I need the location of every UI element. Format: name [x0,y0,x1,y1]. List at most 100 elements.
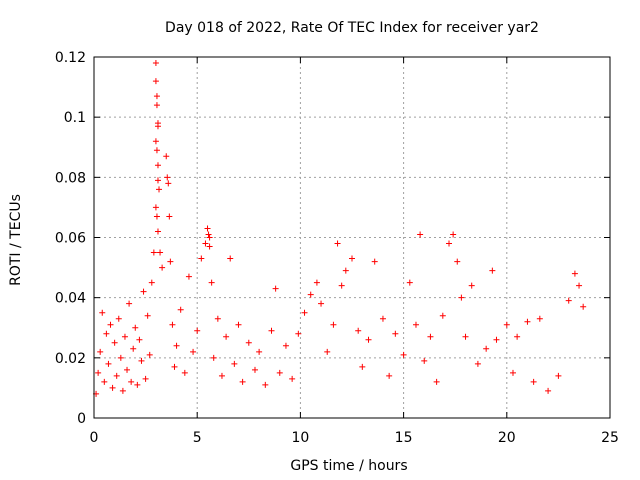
data-point [468,282,475,289]
data-point [144,312,151,319]
data-point [417,231,424,238]
data-point [454,258,461,265]
data-point [128,378,135,385]
data-point [458,294,465,301]
data-point [355,327,362,334]
y-tick-label: 0.04 [55,291,86,307]
x-tick-label: 0 [90,430,99,446]
x-axis-label: GPS time / hours [290,458,407,474]
data-point [474,360,481,367]
data-point [282,342,289,349]
data-point [166,213,173,220]
data-point [307,291,314,298]
data-point [446,240,453,247]
data-point [268,327,275,334]
data-point [142,375,149,382]
data-point [208,279,215,286]
data-point [154,228,161,235]
data-point [190,348,197,355]
data-point [214,315,221,322]
data-point [313,279,320,286]
data-point [164,174,171,181]
data-point [206,234,213,241]
y-tick-label: 0.08 [55,170,86,186]
data-point [218,372,225,379]
data-point [113,372,120,379]
data-point [272,285,279,292]
data-point [154,123,161,130]
data-point [111,339,118,346]
data-point [152,78,159,85]
data-point [165,180,172,187]
data-point [181,369,188,376]
data-point [154,177,161,184]
data-point [256,348,263,355]
data-point [462,333,469,340]
data-point [295,330,302,337]
data-point [489,267,496,274]
data-point [439,312,446,319]
data-point [427,333,434,340]
data-point [157,249,164,256]
data-point [109,384,116,391]
data-point [167,258,174,265]
data-point [555,372,562,379]
data-point [130,345,137,352]
data-point [231,360,238,367]
data-point [289,375,296,382]
data-point [119,387,126,394]
data-point [148,279,155,286]
data-point [342,267,349,274]
data-point [97,348,104,355]
data-point [450,231,457,238]
data-point [392,330,399,337]
data-point [301,309,308,316]
data-point [132,324,139,331]
data-point [153,147,160,154]
data-point [117,354,124,361]
data-point [493,336,500,343]
data-point [105,360,112,367]
data-point [146,351,153,358]
data-point [163,153,170,160]
data-point [223,333,230,340]
data-point [198,255,205,262]
data-point [138,357,145,364]
data-point [400,351,407,358]
data-point [185,273,192,280]
data-point [115,315,122,322]
data-point [545,387,552,394]
data-point [509,369,516,376]
data-point [406,279,413,286]
data-point [152,204,159,211]
data-point [107,321,114,328]
data-point [194,327,201,334]
data-point [421,357,428,364]
data-point [371,258,378,265]
data-point [235,321,242,328]
data-point [202,240,209,247]
data-point [152,138,159,145]
y-axis-label: ROTI / TECUs [8,194,24,286]
chart-title: Day 018 of 2022, Rate Of TEC Index for r… [165,20,539,36]
data-point [101,378,108,385]
data-point [338,282,345,289]
data-point [159,264,166,271]
data-point [152,60,159,67]
data-point [210,354,217,361]
data-point [103,330,110,337]
y-tick-label: 0 [77,411,86,427]
grid [94,57,610,418]
data-point [171,363,178,370]
data-point [99,309,106,316]
data-point [330,321,337,328]
data-point [156,186,163,193]
data-point [245,339,252,346]
data-point [169,321,176,328]
data-point [571,270,578,277]
data-point [126,300,133,307]
data-point [530,378,537,385]
data-point [334,240,341,247]
y-tick-label: 0.12 [55,50,86,66]
data-point [324,348,331,355]
